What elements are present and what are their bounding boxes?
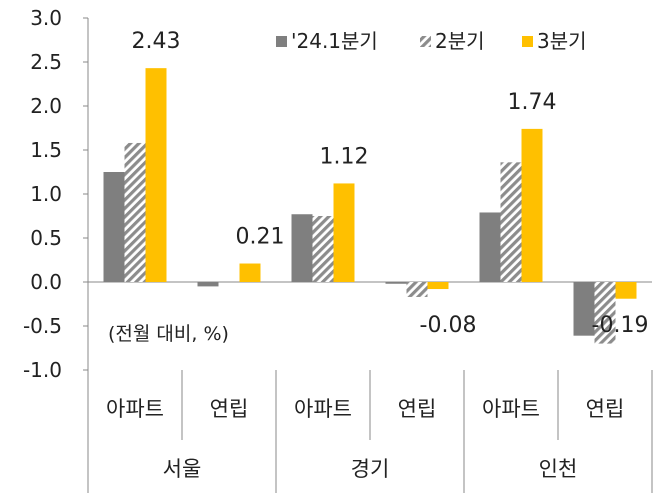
bar bbox=[479, 212, 501, 282]
data-labels: 2.43 0.21 1.12 -0.08 1.74 -0.19 bbox=[132, 29, 649, 338]
bar bbox=[406, 282, 428, 297]
legend-swatch bbox=[420, 36, 431, 47]
category-label: 아파트 bbox=[294, 397, 352, 421]
bar bbox=[145, 68, 167, 282]
bar bbox=[427, 282, 449, 290]
bar bbox=[573, 282, 595, 336]
data-label: 0.21 bbox=[236, 225, 285, 250]
category-label: 아파트 bbox=[482, 397, 540, 421]
group-label: 서울 bbox=[163, 457, 202, 481]
y-tick-label: -0.5 bbox=[23, 314, 62, 338]
bar bbox=[291, 214, 313, 282]
category-label: 아파트 bbox=[106, 397, 164, 421]
bar bbox=[312, 216, 334, 282]
legend-swatch bbox=[522, 36, 533, 47]
axes: 3.0 2.5 2.0 1.5 1.0 0.5 0.0 -0.5 -1.0 bbox=[23, 6, 652, 382]
legend: '24.1분기 2분기 3분기 bbox=[276, 29, 587, 53]
bar bbox=[500, 162, 522, 282]
bar bbox=[197, 282, 219, 287]
data-label: -0.19 bbox=[592, 313, 649, 338]
bar bbox=[521, 128, 543, 282]
category-label: 연립 bbox=[586, 397, 625, 421]
legend-label: '24.1분기 bbox=[291, 29, 378, 53]
data-label: 2.43 bbox=[132, 29, 181, 54]
legend-label: 2분기 bbox=[435, 29, 485, 53]
bar bbox=[385, 282, 407, 284]
y-tick-label: 1.0 bbox=[30, 182, 62, 206]
bar bbox=[615, 282, 637, 299]
bar bbox=[239, 263, 261, 282]
group-label: 경기 bbox=[351, 457, 390, 481]
y-tick-label: 2.0 bbox=[30, 94, 62, 118]
y-tick-label: -1.0 bbox=[23, 358, 62, 382]
bar bbox=[103, 172, 125, 282]
y-tick-label: 3.0 bbox=[30, 6, 62, 30]
data-label: 1.74 bbox=[508, 90, 557, 115]
category-label: 연립 bbox=[398, 397, 437, 421]
y-tick-label: 2.5 bbox=[30, 50, 62, 74]
y-tick-label: 0.0 bbox=[30, 270, 62, 294]
y-tick-label: 0.5 bbox=[30, 226, 62, 250]
bar bbox=[124, 142, 146, 282]
bars bbox=[103, 68, 637, 344]
data-label: -0.08 bbox=[420, 313, 477, 338]
y-tick-label: 1.5 bbox=[30, 138, 62, 162]
group-label: 인천 bbox=[539, 457, 578, 481]
bar bbox=[333, 183, 355, 282]
legend-label: 3분기 bbox=[537, 29, 587, 53]
legend-swatch bbox=[276, 36, 287, 47]
unit-note: (전월 대비, %) bbox=[108, 323, 229, 345]
category-label: 연립 bbox=[210, 397, 249, 421]
bar bbox=[594, 282, 616, 344]
data-label: 1.12 bbox=[320, 144, 369, 169]
